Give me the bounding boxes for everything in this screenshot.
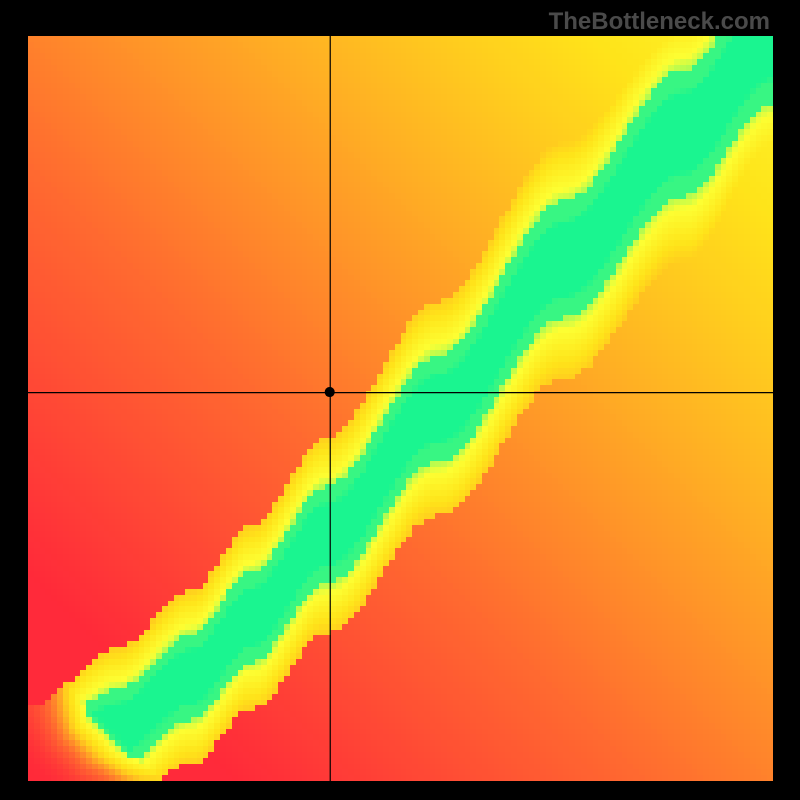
watermark-text: TheBottleneck.com <box>549 8 770 36</box>
bottleneck-heatmap <box>28 36 773 781</box>
figure-container: TheBottleneck.com <box>0 0 800 800</box>
